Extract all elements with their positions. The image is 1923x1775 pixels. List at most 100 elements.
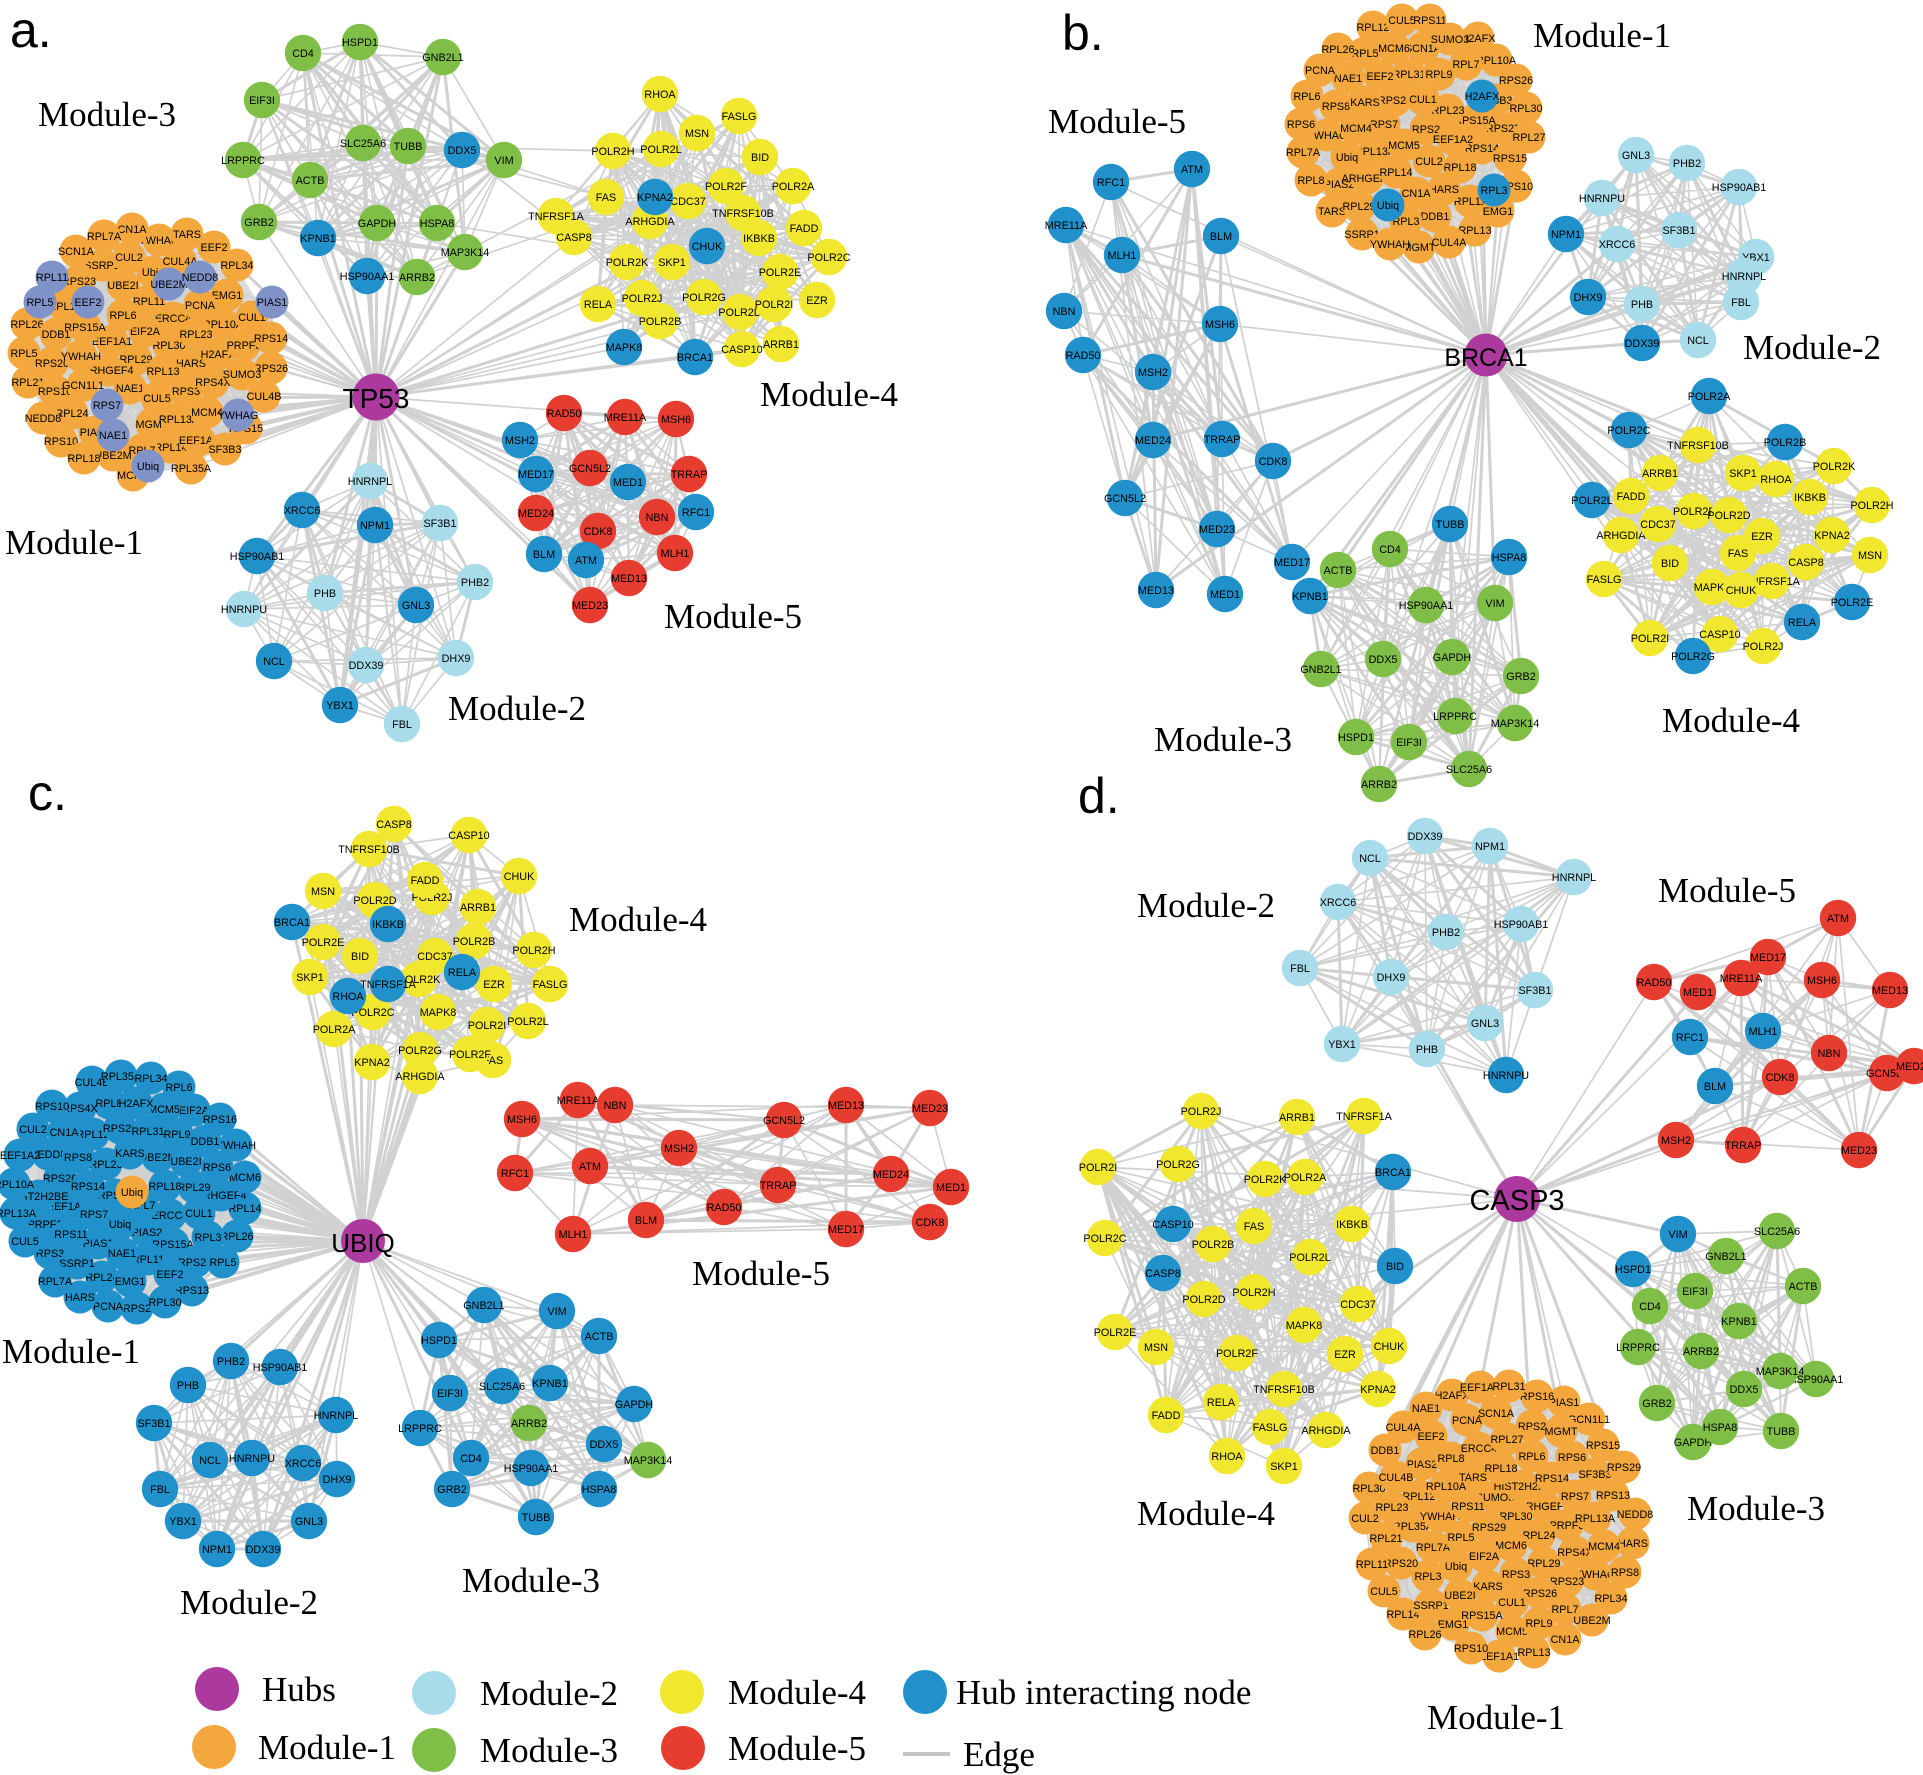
svg-text:POLR2J: POLR2J xyxy=(622,293,663,305)
svg-text:RPL14: RPL14 xyxy=(228,1203,261,1215)
svg-text:Module-4: Module-4 xyxy=(1662,701,1800,740)
svg-text:SSRP1: SSRP1 xyxy=(1344,229,1379,241)
svg-text:NCL: NCL xyxy=(263,656,285,668)
svg-text:RPL13A: RPL13A xyxy=(1355,146,1396,158)
svg-text:Module-2: Module-2 xyxy=(1743,328,1881,367)
svg-text:MSN: MSN xyxy=(311,886,335,898)
svg-text:RPS14: RPS14 xyxy=(254,333,288,345)
svg-text:POLR2H: POLR2H xyxy=(591,146,634,158)
svg-text:RPL23: RPL23 xyxy=(1375,1502,1408,1514)
svg-text:SUMO3: SUMO3 xyxy=(223,369,261,381)
svg-text:SF3B3: SF3B3 xyxy=(208,444,241,456)
svg-text:MED1: MED1 xyxy=(1683,987,1713,999)
svg-text:MED24: MED24 xyxy=(1135,435,1171,447)
svg-text:RPL7: RPL7 xyxy=(1551,1604,1578,1616)
svg-text:POLR2C: POLR2C xyxy=(1083,1233,1126,1245)
svg-text:EZR: EZR xyxy=(1751,531,1773,543)
svg-text:RPS11: RPS11 xyxy=(1413,15,1446,27)
svg-text:RPS26: RPS26 xyxy=(254,363,288,375)
svg-text:MLH1: MLH1 xyxy=(559,1229,588,1241)
svg-text:RPL13: RPL13 xyxy=(1458,225,1491,237)
svg-text:EZR: EZR xyxy=(483,979,505,991)
svg-text:MSH2: MSH2 xyxy=(664,1143,694,1155)
svg-text:EZR: EZR xyxy=(806,295,828,307)
svg-text:PIAS1: PIAS1 xyxy=(1549,1397,1580,1409)
svg-text:CASP3: CASP3 xyxy=(1469,1185,1564,1217)
svg-text:FBL: FBL xyxy=(1290,963,1310,975)
svg-text:POLR2E: POLR2E xyxy=(759,267,802,279)
svg-text:GRB2: GRB2 xyxy=(1506,671,1535,683)
svg-text:POLR2G: POLR2G xyxy=(1156,1159,1200,1171)
svg-text:CDC37: CDC37 xyxy=(1340,1299,1375,1311)
svg-text:MAP3K14: MAP3K14 xyxy=(624,1455,673,1467)
svg-text:RPL8: RPL8 xyxy=(95,1098,122,1110)
svg-text:NAE1: NAE1 xyxy=(108,1248,136,1260)
svg-text:SF3B1: SF3B1 xyxy=(423,518,456,530)
svg-text:ARRB1: ARRB1 xyxy=(763,339,799,351)
svg-text:GRB2: GRB2 xyxy=(1642,1398,1671,1410)
svg-text:RELA: RELA xyxy=(1788,617,1817,629)
svg-text:RPS15A: RPS15A xyxy=(1461,1610,1503,1622)
svg-text:MCM5: MCM5 xyxy=(148,1104,180,1116)
svg-text:RPL3: RPL3 xyxy=(1414,1571,1441,1583)
svg-text:MED13: MED13 xyxy=(1872,985,1908,997)
svg-text:RELA: RELA xyxy=(448,967,477,979)
svg-text:DHX9: DHX9 xyxy=(1574,292,1603,304)
svg-text:ERCC4: ERCC4 xyxy=(1461,1443,1498,1455)
svg-text:MGMT: MGMT xyxy=(1545,1426,1578,1438)
svg-text:NEDD8: NEDD8 xyxy=(30,1149,67,1161)
svg-text:HSPD1: HSPD1 xyxy=(1338,732,1374,744)
svg-text:RPS20: RPS20 xyxy=(1378,95,1412,107)
svg-text:YWHAG: YWHAG xyxy=(218,410,259,422)
svg-text:BRCA1: BRCA1 xyxy=(1444,344,1527,372)
svg-text:NCL: NCL xyxy=(199,1455,221,1467)
svg-text:EEF2: EEF2 xyxy=(1366,71,1393,83)
svg-text:Module-5: Module-5 xyxy=(1658,871,1796,910)
svg-text:RPS26: RPS26 xyxy=(1499,75,1533,87)
svg-text:MAPK8: MAPK8 xyxy=(420,1007,457,1019)
svg-text:CN1A: CN1A xyxy=(118,224,148,236)
svg-text:SUMO3: SUMO3 xyxy=(1476,1492,1514,1504)
svg-text:TNFRSF10B: TNFRSF10B xyxy=(712,208,774,220)
svg-text:RPS15A: RPS15A xyxy=(1454,115,1496,127)
svg-text:c.: c. xyxy=(28,765,67,821)
svg-text:EIF3I: EIF3I xyxy=(249,95,275,107)
svg-text:EIF2A: EIF2A xyxy=(130,326,161,338)
svg-text:EEF2: EEF2 xyxy=(156,1269,183,1281)
svg-text:MSH6: MSH6 xyxy=(1205,319,1235,331)
svg-text:HSPA8: HSPA8 xyxy=(582,1484,617,1496)
svg-text:Module-3: Module-3 xyxy=(1154,720,1292,759)
svg-text:DDB1: DDB1 xyxy=(42,329,71,341)
svg-text:CASP8: CASP8 xyxy=(376,819,411,831)
svg-text:RPS11: RPS11 xyxy=(1451,1501,1484,1513)
svg-text:ARRB1: ARRB1 xyxy=(1642,468,1678,480)
svg-text:KPNB1: KPNB1 xyxy=(300,233,335,245)
svg-text:HSP90AB1: HSP90AB1 xyxy=(1712,182,1767,194)
svg-text:HNRNPL: HNRNPL xyxy=(1552,872,1596,884)
svg-text:KPNB1: KPNB1 xyxy=(532,1378,567,1390)
svg-text:RPS6: RPS6 xyxy=(1558,1452,1586,1464)
svg-text:XRCC6: XRCC6 xyxy=(285,1458,322,1470)
svg-text:DDX39: DDX39 xyxy=(246,1544,281,1556)
svg-text:GNL3: GNL3 xyxy=(402,600,430,612)
svg-text:TNFRSF1A: TNFRSF1A xyxy=(360,979,417,991)
svg-text:CDC37: CDC37 xyxy=(417,951,452,963)
svg-text:MED13: MED13 xyxy=(611,573,647,585)
svg-text:RPS15A: RPS15A xyxy=(152,1239,194,1251)
svg-text:IKBKB: IKBKB xyxy=(1794,492,1826,504)
svg-text:POLR2I: POLR2I xyxy=(1079,1162,1117,1174)
svg-text:EEF1A1: EEF1A1 xyxy=(92,336,132,348)
svg-text:RPL13: RPL13 xyxy=(1517,1647,1550,1659)
svg-text:HSPD1: HSPD1 xyxy=(421,1335,457,1347)
svg-text:CASP10: CASP10 xyxy=(721,344,762,356)
svg-text:RPS14: RPS14 xyxy=(71,1181,105,1193)
svg-text:VIM: VIM xyxy=(1668,1229,1687,1241)
svg-text:RPL18: RPL18 xyxy=(1443,162,1476,174)
svg-text:NAE1: NAE1 xyxy=(116,383,144,395)
svg-text:CUL2: CUL2 xyxy=(1415,156,1443,168)
svg-text:H2AFX: H2AFX xyxy=(1461,33,1496,45)
svg-text:CN1A: CN1A xyxy=(50,1127,80,1139)
svg-text:RPS20: RPS20 xyxy=(1384,1558,1418,1570)
svg-text:TUBB: TUBB xyxy=(522,1512,551,1524)
svg-text:RPS4X: RPS4X xyxy=(1557,1547,1592,1559)
